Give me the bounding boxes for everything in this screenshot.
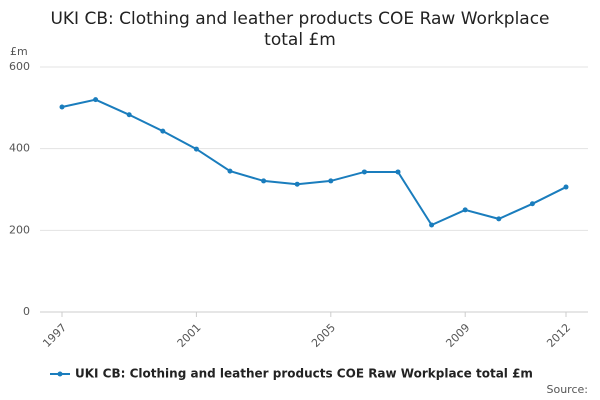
x-tick-label: 2001 — [175, 321, 204, 350]
point — [59, 104, 65, 110]
x-tick-label: 2009 — [443, 321, 472, 350]
chart-title: UKI CB: Clothing and leather products CO… — [50, 9, 549, 50]
point — [261, 178, 267, 184]
point — [160, 128, 166, 134]
point — [462, 207, 468, 213]
point — [126, 112, 132, 118]
legend-marker — [57, 371, 63, 377]
point — [395, 169, 401, 175]
y-tick-label: 0 — [23, 305, 30, 318]
x-tick-label: 2012 — [544, 321, 573, 350]
y-axis-label: £m — [10, 45, 28, 58]
source: Source: — [547, 383, 589, 396]
y-tick-label: 200 — [9, 223, 30, 236]
point — [328, 178, 334, 184]
point — [294, 181, 300, 187]
point — [227, 168, 233, 174]
point — [193, 146, 199, 152]
y-tick-label: 400 — [9, 142, 30, 155]
point — [496, 216, 502, 222]
x-tick-label: 1997 — [40, 321, 69, 350]
point — [93, 97, 99, 103]
y-tick-label: 600 — [9, 60, 30, 73]
point — [429, 222, 435, 228]
series-line — [61, 98, 567, 227]
legend-label: UKI CB: Clothing and leather products CO… — [75, 367, 533, 381]
point — [529, 201, 535, 207]
point — [361, 169, 367, 175]
point — [563, 184, 569, 190]
x-tick-label: 2005 — [309, 321, 338, 350]
